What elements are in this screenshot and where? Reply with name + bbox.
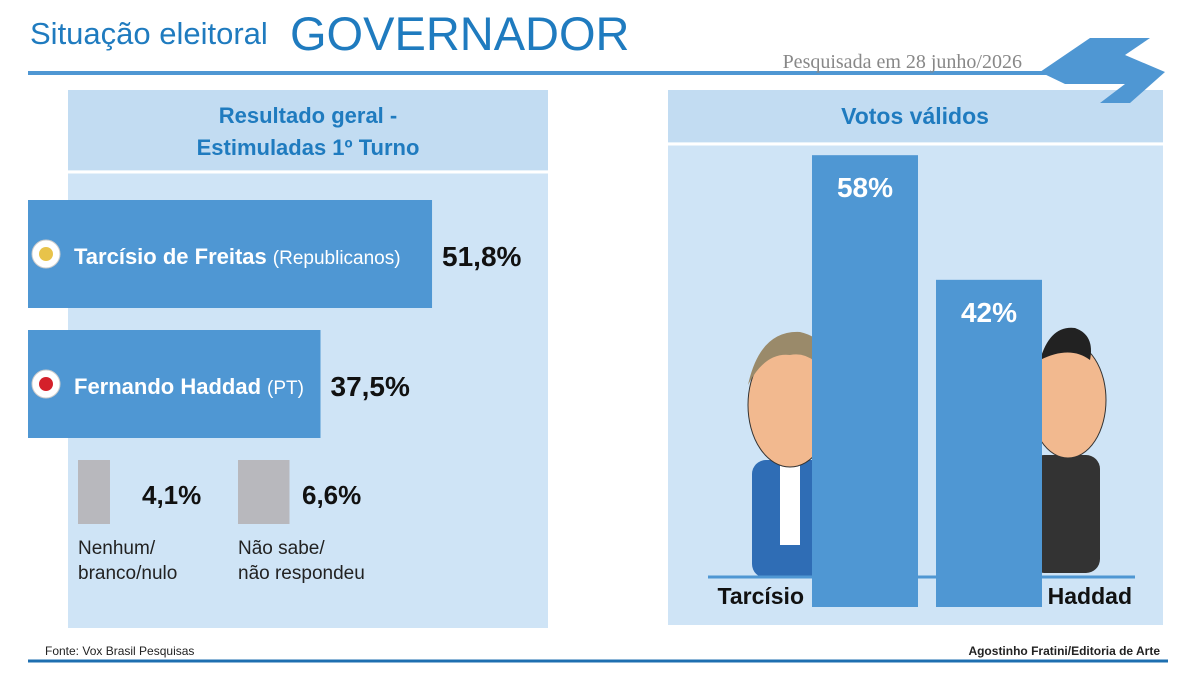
right-panel-header bbox=[668, 90, 1163, 142]
bar-label: Tarcísio de Freitas (Republicanos) bbox=[74, 244, 401, 269]
chart-title: Votos válidos bbox=[841, 103, 989, 129]
chart-title: Resultado geral - Estimuladas 1º Turno bbox=[196, 103, 420, 160]
category-label: Haddad bbox=[1048, 583, 1132, 609]
value-label: 42% bbox=[961, 297, 1017, 328]
credit: Agostinho Fratini/Editoria de Arte bbox=[968, 644, 1160, 658]
value-label: 51,8% bbox=[442, 241, 521, 272]
candidate-name: Fernando Haddad bbox=[74, 374, 261, 399]
candidate-name: Tarcísio de Freitas bbox=[74, 244, 267, 269]
page-title: GOVERNADOR bbox=[290, 7, 630, 60]
date: Pesquisada em 28 junho/2026 bbox=[783, 51, 1022, 73]
category-label: Tarcísio bbox=[718, 583, 805, 609]
bar bbox=[28, 330, 321, 438]
logo-shape bbox=[1040, 38, 1165, 103]
bar bbox=[936, 279, 1042, 607]
value-label: 37,5% bbox=[331, 371, 410, 402]
bar bbox=[78, 460, 110, 524]
party: (Republicanos) bbox=[273, 248, 401, 269]
category-label: Não sabe/ não respondeu bbox=[238, 538, 365, 584]
value-label: 6,6% bbox=[302, 480, 361, 510]
caricature-right bbox=[1029, 327, 1107, 573]
source: Fonte: Vox Brasil Pesquisas bbox=[45, 644, 194, 658]
party-icon-dot bbox=[39, 377, 53, 391]
party-icon-dot bbox=[39, 247, 53, 261]
value-label: 4,1% bbox=[142, 480, 201, 510]
bar-label: Fernando Haddad (PT) bbox=[74, 374, 304, 399]
bar bbox=[812, 155, 918, 607]
kicker: Situação eleitoral bbox=[30, 16, 268, 51]
value-label: 58% bbox=[837, 172, 893, 203]
party: (PT) bbox=[267, 378, 304, 399]
bar bbox=[238, 460, 290, 524]
category-label: Nenhum/ branco/nulo bbox=[78, 538, 178, 584]
left-panel-header bbox=[68, 90, 548, 170]
caricature-left bbox=[747, 331, 833, 578]
bar bbox=[28, 200, 433, 308]
